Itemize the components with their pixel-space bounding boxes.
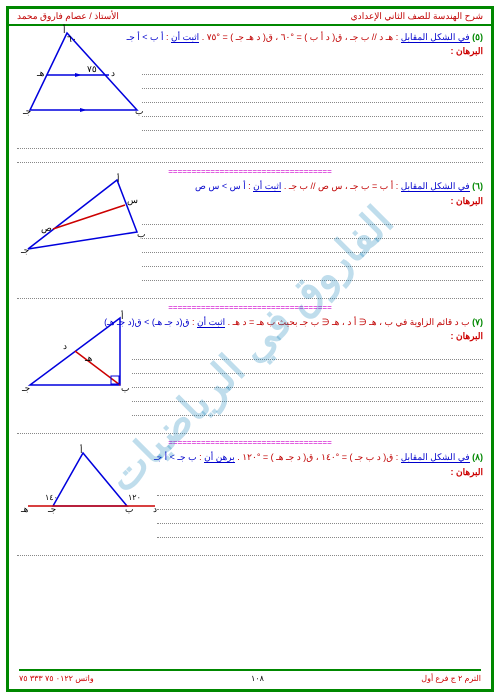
p8-lines — [157, 482, 483, 538]
header: الأستاذ / عصام فاروق محمد شرح الهندسة لل… — [9, 9, 491, 26]
page-frame: الأستاذ / عصام فاروق محمد شرح الهندسة لل… — [6, 6, 494, 692]
problem-5: (٥) في الشكل المقابل : في الشكل المقابل … — [17, 30, 483, 163]
sep3: =================================== — [17, 438, 483, 447]
content-area: (٥) في الشكل المقابل : في الشكل المقابل … — [9, 26, 491, 564]
svg-text:١٢٠: ١٢٠ — [128, 493, 141, 502]
problem-7: (٧) ب د قائم الزاوية في ب ، هـ ∈ أ د ، ه… — [17, 315, 483, 434]
p7-svg — [25, 313, 135, 391]
page-number: ١٠٨ — [251, 674, 264, 683]
svg-text:١٤٠: ١٤٠ — [45, 493, 58, 502]
p6-figure: أ ب جـ س ص — [25, 177, 145, 255]
p6-num: (٦) — [472, 181, 483, 191]
sep2: =================================== — [17, 303, 483, 312]
p6-lines2 — [17, 285, 483, 299]
p5-kw: في الشكل المقابل — [401, 32, 470, 43]
footer-left: واتس ٠١٢٢ ٧٥ ٣٣٣ ٧٥ — [19, 674, 94, 683]
p6-svg — [25, 177, 145, 255]
problem-8: (٨) في الشكل المقابل : ق( د ب جـ ) = °١٤… — [17, 450, 483, 555]
p5-lines2 — [17, 135, 483, 163]
p7-lines2 — [17, 420, 483, 434]
problem-6: (٦) في الشكل المقابل : أ ب = ب جـ ، س ص … — [17, 179, 483, 298]
footer: واتس ٠١٢٢ ٧٥ ٣٣٣ ٧٥ ١٠٨ الترم ٢ ج فرع أو… — [19, 669, 481, 683]
svg-text:٦٠: ٦٠ — [67, 34, 77, 44]
p7-figure: أ ب جـ د هـ — [25, 313, 135, 391]
p8-figure: ١٤٠ ١٢٠ أ ب جـ د هـ — [25, 448, 160, 513]
p8-lines2 — [17, 542, 483, 556]
p7-lines — [132, 346, 483, 416]
p7-num: (٧) — [472, 317, 483, 327]
p5-figure: ٦٠ ٧٥ أ ب جـ هـ د — [25, 28, 145, 116]
header-left: الأستاذ / عصام فاروق محمد — [17, 11, 119, 22]
sep1: =================================== — [17, 167, 483, 176]
p5-num: (٥) — [472, 32, 483, 42]
footer-right: الترم ٢ ج فرع أول — [421, 674, 481, 683]
p5-lines — [142, 61, 483, 131]
header-right: شرح الهندسة للصف الثاني الإعدادي — [351, 11, 483, 22]
p8-num: (٨) — [472, 452, 483, 462]
svg-text:٧٥: ٧٥ — [87, 64, 97, 74]
p8-svg: ١٤٠ ١٢٠ — [25, 448, 160, 513]
p6-lines — [142, 211, 483, 281]
